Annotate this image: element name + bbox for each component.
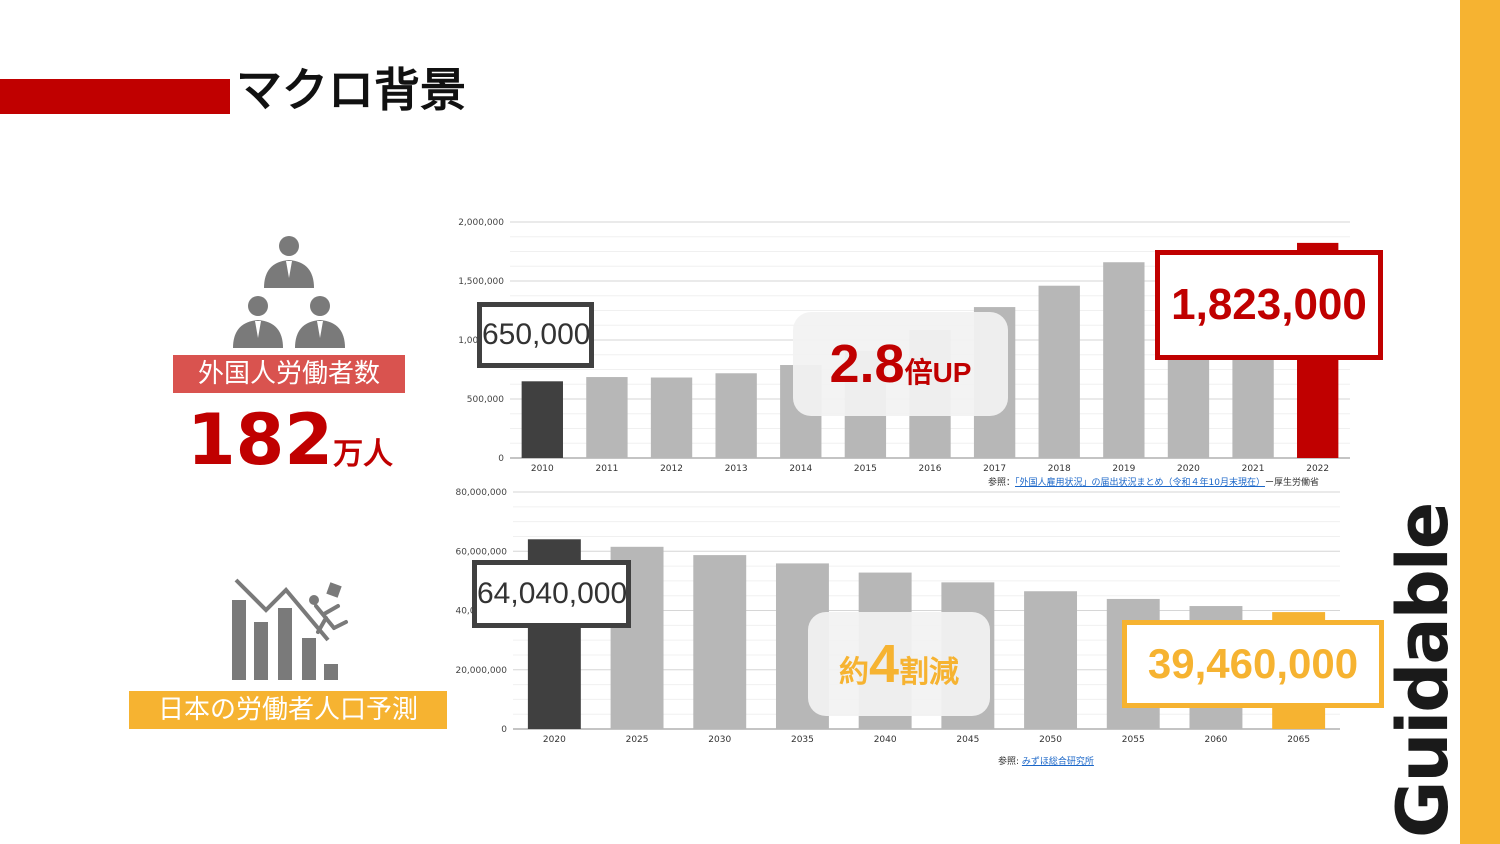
x-tick-label: 2050 <box>1039 735 1062 745</box>
change-prefix: 約 <box>838 656 869 689</box>
x-tick-label: 2022 <box>1306 464 1329 474</box>
foreign-workers-unit: 万人 <box>333 437 394 472</box>
x-tick-label: 2020 <box>1177 464 1200 474</box>
x-tick-label: 2045 <box>956 735 979 745</box>
bar <box>693 555 747 729</box>
y-tick-label: 60,000,000 <box>455 547 507 557</box>
page-title: マクロ背景 <box>236 63 466 117</box>
y-tick-label: 0 <box>498 454 504 464</box>
title-accent-bar <box>0 79 230 114</box>
right-accent-stripe <box>1460 0 1500 844</box>
y-tick-label: 500,000 <box>467 395 504 405</box>
source-prefix: 参照: <box>998 757 1022 767</box>
growth-number: 2.8 <box>829 334 905 394</box>
x-tick-label: 2040 <box>874 735 897 745</box>
y-tick-label: 0 <box>501 725 507 735</box>
x-tick-label: 2055 <box>1122 735 1145 745</box>
chart1-source: 参照：「外国人雇用状況」の届出状況まとめ（令和４年10月末現在）ー厚生労働省 <box>988 475 1319 488</box>
declining-chart-falling-person-icon <box>232 578 348 680</box>
chart2-source: 参照: みずほ総合研究所 <box>998 754 1094 767</box>
y-tick-label: 1,500,000 <box>458 277 504 287</box>
bar <box>650 377 693 458</box>
chart2-change-callout: 約4割減 <box>808 612 990 716</box>
x-tick-label: 2018 <box>1048 464 1071 474</box>
guidable-logo: Guidable <box>1382 503 1464 838</box>
bar <box>586 377 628 458</box>
chart1-growth-callout: 2.8倍UP <box>793 312 1008 416</box>
x-tick-label: 2016 <box>919 464 942 474</box>
growth-suffix: 倍UP <box>904 357 972 388</box>
source-link[interactable]: みずほ総合研究所 <box>1021 757 1094 767</box>
chart1-last-value-callout: 1,823,000 <box>1155 250 1383 360</box>
x-tick-label: 2025 <box>626 735 649 745</box>
bar <box>521 381 563 458</box>
foreign-workers-label: 外国人労働者数 <box>173 355 405 393</box>
x-tick-label: 2017 <box>983 464 1006 474</box>
y-tick-label: 80,000,000 <box>455 488 507 498</box>
x-tick-label: 2021 <box>1242 464 1265 474</box>
change-number: 4 <box>868 634 900 694</box>
bar <box>1103 262 1145 458</box>
x-tick-label: 2020 <box>543 735 566 745</box>
x-tick-label: 2060 <box>1204 735 1227 745</box>
y-tick-label: 2,000,000 <box>458 218 504 228</box>
x-tick-label: 2013 <box>725 464 748 474</box>
x-tick-label: 2035 <box>791 735 814 745</box>
source-prefix: 参照： <box>988 478 1016 488</box>
y-tick-label: 20,000,000 <box>455 666 507 676</box>
chart2-first-value-callout: 64,040,000 <box>472 560 631 628</box>
x-tick-label: 2019 <box>1112 464 1135 474</box>
bar <box>1024 591 1078 729</box>
workforce-forecast-label: 日本の労働者人口予測 <box>129 691 447 729</box>
chart1-first-value-callout: 650,000 <box>477 302 594 368</box>
bar <box>1038 285 1080 458</box>
source-suffix: ー厚生労働省 <box>1264 478 1319 488</box>
x-tick-label: 2011 <box>595 464 618 474</box>
bar <box>715 373 757 458</box>
foreign-workers-value: 182 <box>186 399 334 481</box>
change-suffix: 割減 <box>899 656 960 689</box>
x-tick-label: 2014 <box>789 464 812 474</box>
x-tick-label: 2012 <box>660 464 683 474</box>
source-link[interactable]: 「外国人雇用状況」の届出状況まとめ（令和４年10月末現在） <box>1015 478 1265 488</box>
x-tick-label: 2010 <box>531 464 554 474</box>
x-tick-label: 2015 <box>854 464 877 474</box>
chart2-last-value-callout: 39,460,000 <box>1122 620 1384 708</box>
x-tick-label: 2030 <box>708 735 731 745</box>
business-people-icon <box>233 236 345 348</box>
foreign-workers-total: 182万人 <box>170 398 410 482</box>
x-tick-label: 2065 <box>1287 735 1310 745</box>
